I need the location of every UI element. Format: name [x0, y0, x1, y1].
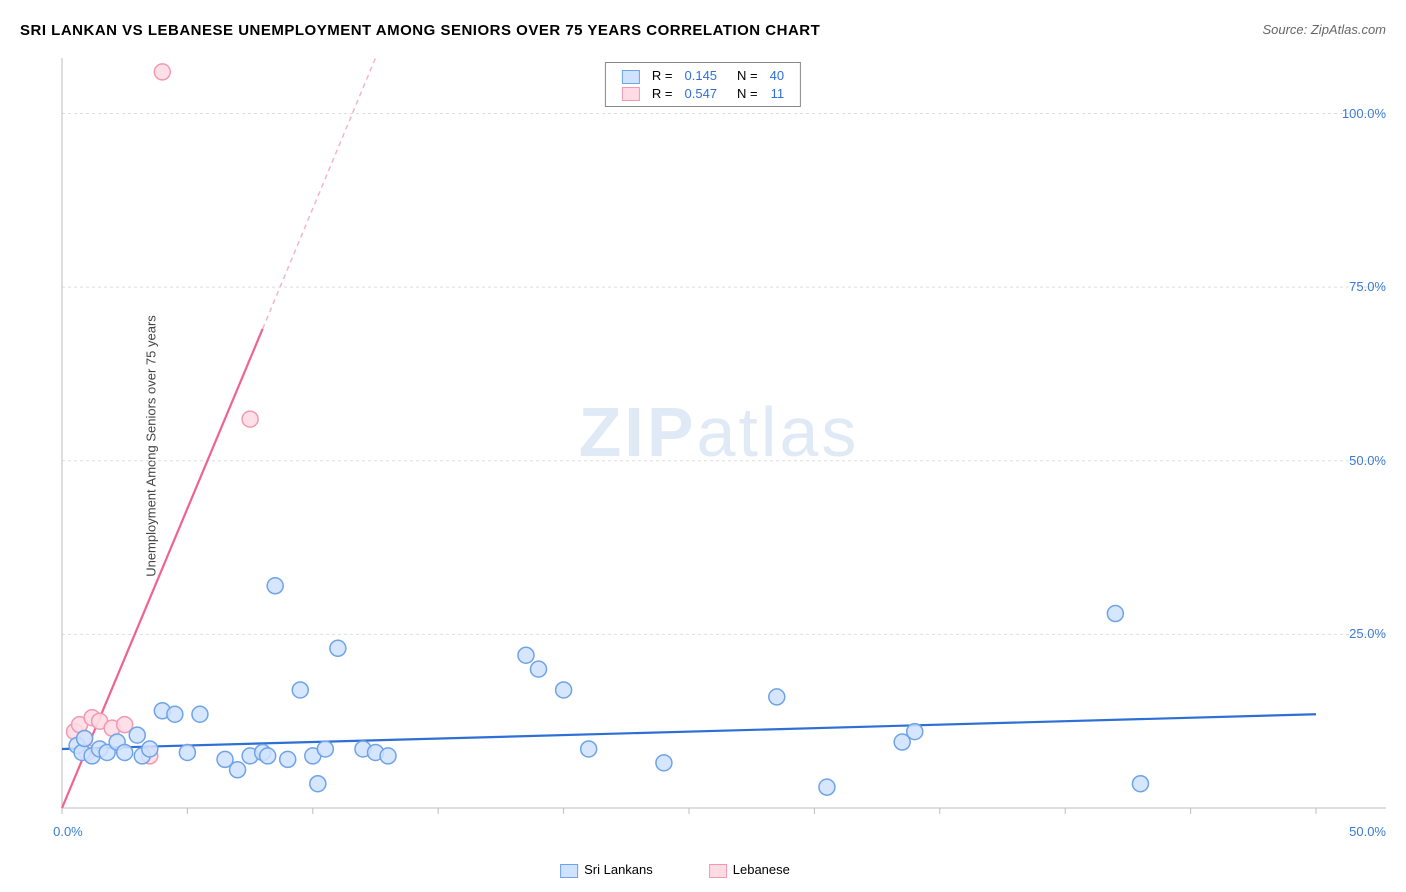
legend-label: Lebanese [733, 862, 790, 877]
legend-series: Sri Lankans Lebanese [560, 862, 846, 878]
chart-container: SRI LANKAN VS LEBANESE UNEMPLOYMENT AMON… [0, 0, 1406, 892]
legend-item: Lebanese [709, 862, 818, 877]
legend-n-label: N = [723, 67, 764, 85]
y-tick-label: 25.0% [1349, 626, 1386, 641]
legend-swatch [622, 70, 640, 84]
legend-correlation: R = 0.145 N = 40 R = 0.547 N = 11 [605, 62, 801, 107]
legend-swatch [709, 864, 727, 878]
x-tick-label: 0.0% [53, 824, 83, 839]
legend-n-value: 11 [764, 85, 790, 103]
y-tick-label: 100.0% [1342, 106, 1386, 121]
scatter-plot [52, 58, 1386, 838]
legend-r-label: R = [646, 85, 679, 103]
legend-swatch [622, 87, 640, 101]
chart-title: SRI LANKAN VS LEBANESE UNEMPLOYMENT AMON… [20, 22, 820, 39]
y-tick-label: 75.0% [1349, 279, 1386, 294]
y-tick-label: 50.0% [1349, 453, 1386, 468]
legend-item: Sri Lankans [560, 862, 681, 877]
plot-area: ZIPatlas [52, 58, 1386, 838]
legend-n-value: 40 [764, 67, 790, 85]
legend-r-value: 0.547 [678, 85, 723, 103]
legend-r-label: R = [646, 67, 679, 85]
legend-n-label: N = [723, 85, 764, 103]
legend-r-value: 0.145 [678, 67, 723, 85]
legend-label: Sri Lankans [584, 862, 653, 877]
source-label: Source: ZipAtlas.com [1262, 22, 1386, 37]
x-tick-label: 50.0% [1349, 824, 1386, 839]
legend-swatch [560, 864, 578, 878]
